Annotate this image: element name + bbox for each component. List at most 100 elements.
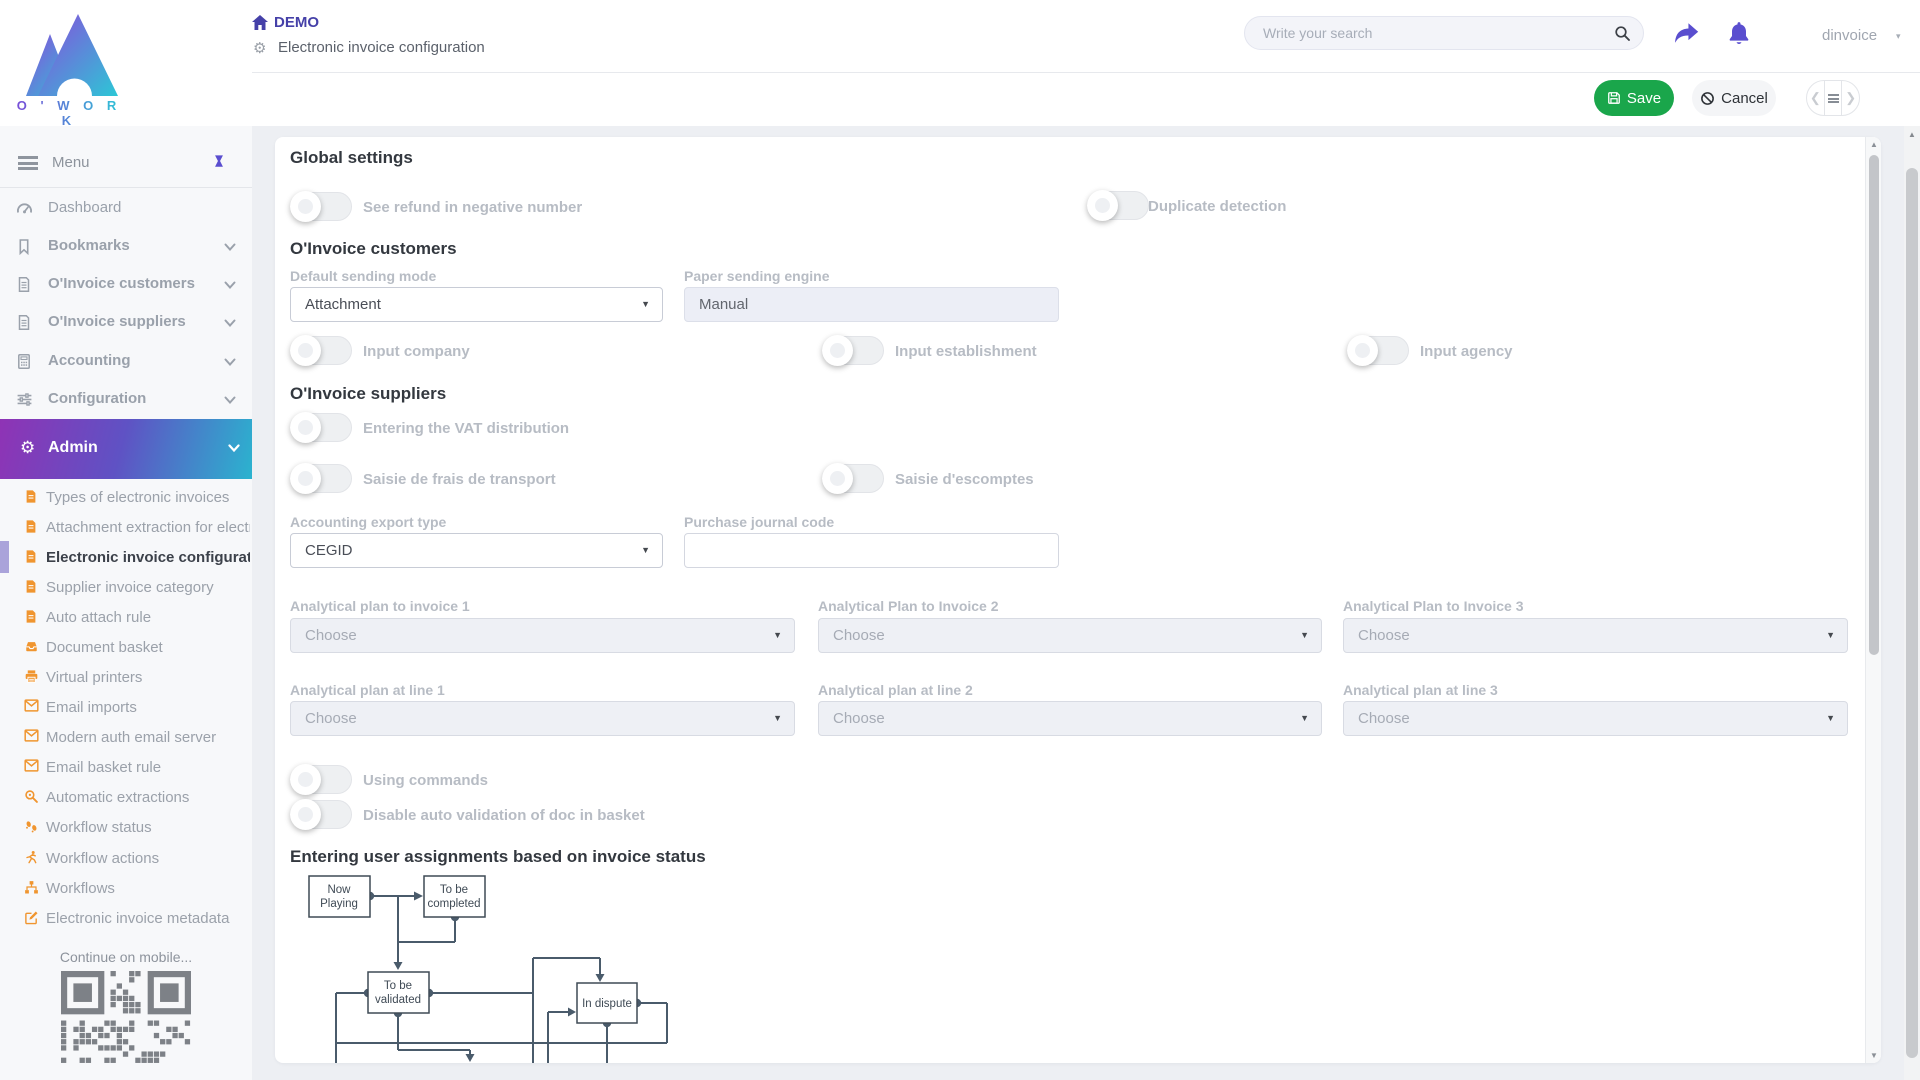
file-icon bbox=[26, 550, 36, 563]
breadcrumb[interactable]: DEMO bbox=[274, 14, 319, 31]
sidebar-item-electronic-invoice-metadata[interactable]: Electronic invoice metadata bbox=[0, 903, 252, 933]
notifications-button[interactable] bbox=[1726, 20, 1754, 48]
caret-down-icon: ▼ bbox=[773, 630, 782, 640]
scroll-up-icon[interactable]: ▲ bbox=[1870, 140, 1878, 149]
sidebar-item-oinvoice-suppliers[interactable]: O'Invoice suppliers bbox=[0, 304, 252, 342]
sidebar-item-admin[interactable]: ⚙ Admin bbox=[0, 419, 252, 479]
field-label-export-type: Accounting export type bbox=[290, 514, 447, 530]
cancel-button[interactable]: Cancel bbox=[1692, 80, 1776, 116]
toggle-knob bbox=[290, 412, 321, 443]
envelope-icon bbox=[24, 729, 39, 742]
sidebar-item-email-basket-rule[interactable]: Email basket rule bbox=[0, 752, 252, 782]
sidebar-item-auto-attach-rule[interactable]: Auto attach rule bbox=[0, 602, 252, 632]
pager-list-button[interactable] bbox=[1823, 81, 1843, 115]
sidebar-item-virtual-printers[interactable]: Virtual printers bbox=[0, 662, 252, 692]
share-button[interactable] bbox=[1672, 20, 1700, 48]
select-plan-invoice-3: Choose ▼ bbox=[1343, 618, 1848, 653]
sidebar-item-workflows[interactable]: Workflows bbox=[0, 873, 252, 903]
chevron-down-icon bbox=[224, 243, 236, 251]
toggle-label-vat-distribution: Entering the VAT distribution bbox=[363, 420, 570, 437]
user-caret-icon: ▾ bbox=[1896, 31, 1901, 41]
save-button[interactable]: Save bbox=[1594, 80, 1674, 116]
scrollbar-thumb[interactable] bbox=[1869, 155, 1879, 655]
envelope-icon bbox=[24, 699, 39, 712]
toggle-vat-distribution[interactable] bbox=[290, 412, 352, 443]
scroll-up-icon[interactable]: ▲ bbox=[1908, 130, 1916, 139]
sidebar-item-workflow-status[interactable]: Workflow status bbox=[0, 812, 252, 842]
workflow-node-in-dispute[interactable] bbox=[576, 982, 638, 1024]
toggle-knob bbox=[290, 191, 321, 222]
page-scrollbar[interactable]: ▲ bbox=[1904, 126, 1920, 1080]
sidebar-item-accounting[interactable]: Accounting bbox=[0, 343, 252, 381]
card-scrollbar[interactable]: ▲ ▼ bbox=[1865, 137, 1881, 1063]
toggle-input-company[interactable] bbox=[290, 335, 352, 366]
toggle-transport-fees[interactable] bbox=[290, 463, 352, 494]
bell-icon bbox=[1729, 22, 1749, 44]
toggle-see-refund[interactable] bbox=[290, 191, 352, 222]
toggle-label-input-establishment: Input establishment bbox=[895, 343, 1037, 360]
cancel-label: Cancel bbox=[1721, 89, 1768, 107]
sidebar-item-supplier-invoice-category[interactable]: Supplier invoice category bbox=[0, 572, 252, 602]
pager-next-button[interactable]: ❯ bbox=[1845, 90, 1857, 105]
toggle-disable-auto-validation[interactable] bbox=[290, 799, 352, 830]
section-title-workflow: Entering user assignments based on invoi… bbox=[290, 847, 706, 866]
pager-prev-button[interactable]: ❮ bbox=[1809, 90, 1821, 105]
sidebar-item-modern-auth-email-server[interactable]: Modern auth email server bbox=[0, 722, 252, 752]
sidebar-item-label: Bookmarks bbox=[48, 237, 130, 254]
menu-label: Menu bbox=[52, 154, 90, 171]
sidebar-item-attachment-extraction[interactable]: Attachment extraction for electronic inv… bbox=[0, 512, 252, 542]
save-label: Save bbox=[1626, 89, 1662, 107]
scroll-down-icon[interactable]: ▼ bbox=[1870, 1051, 1878, 1060]
input-journal-code[interactable] bbox=[684, 533, 1059, 568]
sidebar-item-email-imports[interactable]: Email imports bbox=[0, 692, 252, 722]
search-icon[interactable] bbox=[1614, 25, 1631, 42]
toggle-duplicate-detection[interactable] bbox=[1087, 190, 1149, 221]
field-label-plan-invoice-1: Analytical plan to invoice 1 bbox=[290, 598, 470, 614]
sidebar-item-workflow-actions[interactable]: Workflow actions bbox=[0, 843, 252, 873]
inbox-icon bbox=[26, 642, 37, 652]
menu-toggle[interactable]: Menu bbox=[0, 143, 252, 183]
sidebar-item-label: Supplier invoice category bbox=[46, 579, 214, 596]
scrollbar-thumb[interactable] bbox=[1906, 168, 1918, 1058]
sidebar-item-label: O'Invoice customers bbox=[48, 275, 195, 292]
sidebar-item-label: Configuration bbox=[48, 390, 147, 407]
sidebar-item-oinvoice-customers[interactable]: O'Invoice customers bbox=[0, 266, 252, 304]
toggle-using-commands[interactable] bbox=[290, 764, 352, 795]
list-icon bbox=[1827, 93, 1839, 103]
select-plan-invoice-1: Choose ▼ bbox=[290, 618, 795, 653]
hourglass-icon[interactable] bbox=[212, 152, 226, 170]
envelope-icon bbox=[24, 759, 39, 772]
workflow-node-now-playing[interactable] bbox=[308, 875, 371, 918]
brand-logo[interactable] bbox=[20, 14, 125, 96]
workflow-node-to-be-validated[interactable] bbox=[367, 971, 430, 1014]
gear-icon: ⚙ bbox=[253, 40, 267, 57]
sidebar-divider bbox=[0, 187, 252, 188]
search-input[interactable] bbox=[1263, 17, 1593, 49]
workflow-diagram[interactable]: Now Playing To be completed To be valida… bbox=[290, 870, 710, 1063]
sidebar-item-automatic-extractions[interactable]: Automatic extractions bbox=[0, 782, 252, 812]
select-plan-line-1: Choose ▼ bbox=[290, 701, 795, 736]
select-export-type[interactable]: CEGID ▼ bbox=[290, 533, 663, 568]
toggle-input-establishment[interactable] bbox=[822, 335, 884, 366]
toggle-knob bbox=[290, 764, 321, 795]
toggle-label-input-agency: Input agency bbox=[1420, 343, 1513, 360]
sidebar-item-document-basket[interactable]: Document basket bbox=[0, 632, 252, 662]
save-icon bbox=[1607, 92, 1620, 104]
active-item-indicator bbox=[0, 541, 9, 573]
user-menu[interactable]: dinvoice bbox=[1822, 27, 1877, 44]
sidebar-item-types-of-electronic-invoices[interactable]: Types of electronic invoices bbox=[0, 482, 252, 512]
sidebar-item-label: Virtual printers bbox=[46, 669, 143, 686]
sidebar-item-bookmarks[interactable]: Bookmarks bbox=[0, 228, 252, 266]
sidebar-item-dashboard[interactable]: Dashboard bbox=[0, 190, 252, 228]
toggle-discounts[interactable] bbox=[822, 463, 884, 494]
sidebar-item-label: Dashboard bbox=[48, 199, 122, 216]
workflow-node-to-be-completed[interactable] bbox=[423, 875, 486, 918]
field-label-plan-invoice-2: Analytical Plan to Invoice 2 bbox=[818, 598, 999, 614]
toggle-input-agency[interactable] bbox=[1347, 335, 1409, 366]
header: O ' W O R K DEMO ⚙ Electronic invoice co… bbox=[0, 0, 1920, 128]
sidebar-item-electronic-invoice-configuration[interactable]: Electronic invoice configuration bbox=[0, 542, 252, 572]
select-sending-mode[interactable]: Attachment ▼ bbox=[290, 287, 663, 322]
bookmark-icon bbox=[19, 239, 29, 255]
select-value: Choose bbox=[1358, 627, 1410, 644]
sidebar-item-configuration[interactable]: Configuration bbox=[0, 381, 252, 419]
